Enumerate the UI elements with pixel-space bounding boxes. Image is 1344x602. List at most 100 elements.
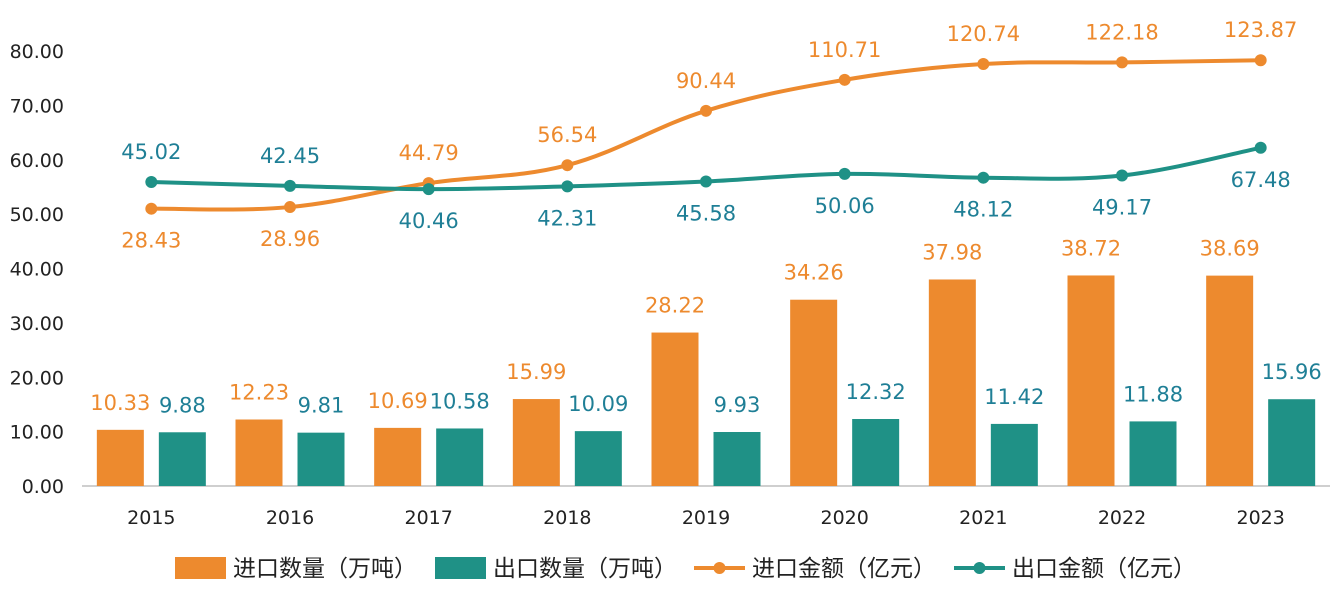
legend-bar-swatch [175,557,226,579]
export-quantity-label: 10.09 [568,392,628,416]
export-value-point [1254,141,1267,154]
line-series [145,54,1267,215]
export-value-point [838,167,851,180]
export-quantity-label: 10.58 [430,389,490,413]
import-value-label: 90.44 [676,69,736,93]
export-value-label: 50.06 [815,194,875,218]
data-labels: 10.33 12.23 10.69 15.99 28.22 34.26 37.98 38.72… [90,18,1321,417]
export-value-label: 49.17 [1092,196,1152,220]
import-quantity-bar [790,299,838,486]
export-value-point [561,180,574,193]
export-value-label: 42.45 [260,144,320,168]
import-quantity-label: 28.22 [645,294,705,318]
y-tick-label: 30.00 [10,313,64,335]
import-value-label: 120.74 [947,22,1020,46]
x-tick-label: 2021 [959,507,1007,529]
export-value-label: 40.46 [399,209,459,233]
import-quantity-bar [1206,275,1254,486]
y-axis: 0.00 10.00 20.00 30.00 40.00 50.00 60.00 70.00 8… [10,41,64,498]
import-quantity-bar [235,419,283,486]
export-value-point [977,171,990,184]
legend-bar-swatch [435,557,486,579]
y-tick-label: 0.00 [22,476,64,498]
import-quantity-bar [512,399,560,486]
export-quantity-bar [1268,399,1316,486]
export-quantity-bar [158,432,206,486]
export-quantity-label: 9.81 [298,394,345,418]
legend-label: 出口数量（万吨） [493,556,677,582]
export-quantity-bar [436,428,484,486]
legend: 进口数量（万吨） 出口数量（万吨） 进口金额（亿元） 出口金额（亿元） [175,556,1196,582]
x-tick-label: 2017 [404,507,452,529]
import-value-point [1116,56,1128,69]
export-quantity-label: 9.88 [159,393,206,417]
x-tick-label: 2020 [820,507,868,529]
import-quantity-label: 10.33 [90,391,150,415]
export-value-point [284,179,296,192]
export-quantity-bar [297,432,345,486]
export-quantity-bar [852,419,900,486]
import-quantity-bar [928,279,976,486]
import-quantity-label: 15.99 [506,360,566,384]
export-quantity-label: 11.88 [1123,382,1183,406]
export-quantity-label: 9.93 [714,393,761,417]
import-value-label: 110.71 [808,38,881,62]
export-quantity-bar [574,431,622,486]
import-value-label: 28.96 [260,227,320,251]
legend-line-marker [973,562,986,574]
x-tick-label: 2019 [682,507,730,529]
legend-export-value: 出口金额（亿元） [954,556,1196,582]
y-tick-label: 50.00 [10,204,64,226]
import-value-label: 28.43 [121,229,181,253]
import-value-label: 123.87 [1224,18,1297,42]
legend-line-marker [713,562,726,574]
y-tick-label: 10.00 [10,422,64,444]
export-quantity-bar [1129,421,1177,486]
import-quantity-bar [96,429,144,486]
import-quantity-label: 38.69 [1200,237,1260,261]
x-tick-label: 2023 [1236,507,1284,529]
y-tick-label: 70.00 [10,95,64,117]
x-tick-label: 2015 [127,507,175,529]
export-value-point [422,183,435,196]
x-tick-label: 2016 [266,507,314,529]
legend-export-quantity: 出口数量（万吨） [435,556,677,582]
export-quantity-label: 15.96 [1262,360,1322,384]
import-quantity-label: 37.98 [922,240,982,264]
legend-label: 进口数量（万吨） [233,556,417,582]
export-value-point [1116,169,1128,182]
export-value-label: 42.31 [537,206,597,230]
x-tick-label: 2018 [543,507,591,529]
x-axis: 2015 2016 2017 2018 2019 2020 2021 2022 2023 [82,485,1330,529]
export-quantity-label: 11.42 [984,385,1044,409]
legend-label: 进口金额（亿元） [752,556,936,582]
import-value-label: 56.54 [537,123,597,147]
import-value-point [838,73,851,86]
export-quantity-label: 12.32 [846,380,906,404]
import-quantity-label: 34.26 [784,261,844,285]
y-tick-label: 40.00 [10,259,64,281]
export-value-label: 45.02 [121,140,181,164]
export-value-point [700,175,712,188]
export-value-point [145,176,158,189]
export-quantity-bar [990,423,1038,486]
import-quantity-label: 12.23 [229,380,289,404]
bar-series [96,275,1316,486]
import-value-point [561,159,574,172]
import-quantity-label: 38.72 [1061,236,1121,260]
import-value-label: 44.79 [399,141,459,165]
import-value-point [700,104,712,117]
legend-label: 出口金额（亿元） [1012,556,1196,582]
legend-import-quantity: 进口数量（万吨） [175,556,417,582]
import-quantity-bar [1067,275,1115,486]
export-quantity-bar [713,432,761,486]
export-value-label: 67.48 [1231,168,1291,192]
y-tick-label: 60.00 [10,150,64,172]
import-quantity-label: 10.69 [368,389,428,413]
y-tick-label: 20.00 [10,367,64,389]
import-quantity-bar [651,332,699,486]
export-value-label: 45.58 [676,202,736,226]
y-tick-label: 80.00 [10,41,64,63]
legend-import-value: 进口金额（亿元） [694,556,936,582]
